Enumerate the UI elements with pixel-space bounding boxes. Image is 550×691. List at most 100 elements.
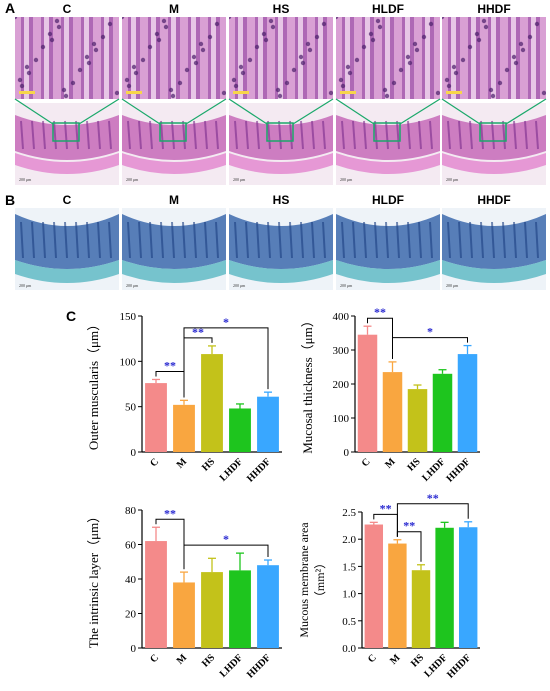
significance-bracket [155, 518, 185, 570]
ab-stain-image: 200 μm [15, 208, 119, 290]
category-label: M [175, 652, 190, 667]
bar-hhdf [458, 527, 478, 648]
y-tick-label: 50 [125, 402, 137, 414]
bar-hs [411, 570, 431, 648]
bar-lhdf [435, 527, 454, 648]
y-tick-label: 1.0 [342, 589, 356, 601]
he-zoom-image [15, 17, 119, 99]
category-label: C [148, 652, 161, 665]
category-label: LHDF [218, 456, 245, 483]
he-zoom-image [122, 17, 226, 99]
panel-label-b: B [5, 192, 16, 208]
panel-b-column-label: M [169, 193, 179, 207]
panel-a-column-label: HHDF [477, 2, 511, 16]
panel-a-column-label: M [169, 2, 179, 16]
category-label: HHDF [445, 652, 473, 680]
category-label: HS [405, 456, 423, 474]
panel-b-column-label: HS [272, 193, 290, 207]
y-tick-label: 60 [125, 540, 137, 552]
y-tick-label: 1.5 [342, 561, 356, 573]
category-label: LHDF [420, 456, 447, 483]
bar-m [382, 372, 403, 452]
bar-c [145, 541, 167, 648]
svg-text:200 μm: 200 μm [126, 177, 139, 182]
he-overview-image: 200 μm [229, 103, 333, 185]
y-tick-label: 2.5 [342, 507, 356, 519]
svg-text:200 μm: 200 μm [126, 283, 139, 288]
he-overview-image: 200 μm [15, 103, 119, 185]
bar-hhdf [257, 396, 279, 452]
bar-lhdf [432, 373, 453, 452]
category-label: LHDF [422, 652, 449, 679]
he-overview-image: 200 μm [336, 103, 440, 185]
bar-c [357, 334, 378, 452]
y-tick-label: 150 [120, 311, 137, 323]
significance-bracket [392, 337, 468, 359]
bar-c [364, 524, 384, 648]
y-axis-label: Outer muscularis（μm） [86, 318, 101, 450]
bar-lhdf [229, 570, 251, 648]
y-tick-label: 0 [344, 447, 350, 459]
svg-text:200 μm: 200 μm [340, 177, 353, 182]
bar-hs [201, 572, 223, 648]
he-zoom-image [336, 17, 440, 99]
category-label: C [366, 652, 379, 665]
y-axis-label-line2: （mm²） [313, 557, 327, 603]
significance-bracket [155, 370, 185, 398]
significance-label: ** [403, 519, 415, 533]
panel-label-c: C [66, 308, 77, 324]
significance-label: ** [380, 501, 392, 515]
category-label: HHDF [245, 652, 273, 680]
y-tick-label: 0 [131, 643, 137, 655]
category-label: HS [200, 456, 218, 474]
y-tick-label: 80 [125, 505, 137, 517]
y-axis-label-line1: Mucous membrane area [297, 522, 311, 638]
significance-label: ** [164, 506, 176, 520]
category-label: C [148, 456, 161, 469]
y-tick-label: 200 [333, 379, 350, 391]
category-label: M [175, 456, 190, 471]
bar-hhdf [257, 565, 279, 648]
bar-m [173, 404, 195, 452]
svg-text:200 μm: 200 μm [19, 283, 32, 288]
ab-stain-image: 200 μm [122, 208, 226, 290]
y-tick-label: 0 [131, 447, 137, 459]
significance-bracket [183, 337, 213, 398]
significance-bracket [396, 503, 469, 537]
bar-hhdf [457, 354, 478, 452]
y-tick-label: 100 [120, 356, 137, 368]
significance-label: * [427, 325, 433, 339]
significance-label: ** [374, 305, 386, 319]
significance-label: * [223, 532, 229, 546]
y-tick-label: 0.5 [342, 616, 356, 628]
significance-label: ** [192, 325, 204, 339]
ab-stain-image: 200 μm [336, 208, 440, 290]
svg-text:200 μm: 200 μm [340, 283, 353, 288]
he-overview-image: 200 μm [442, 103, 546, 185]
category-label: HS [409, 652, 427, 670]
panel-a-column-label: HS [272, 2, 290, 16]
panel-b-column-label: HLDF [372, 193, 404, 207]
y-tick-label: 400 [333, 311, 350, 323]
y-tick-label: 100 [333, 413, 350, 425]
bar-m [388, 543, 407, 648]
he-zoom-image [442, 17, 546, 99]
significance-label: ** [164, 358, 176, 372]
svg-text:200 μm: 200 μm [233, 177, 246, 182]
significance-bracket [183, 544, 269, 570]
category-label: HHDF [245, 456, 273, 484]
significance-bracket [367, 317, 393, 359]
panel-b-column-label: HHDF [477, 193, 511, 207]
bar-hs [201, 354, 223, 452]
svg-text:200 μm: 200 μm [233, 283, 246, 288]
panel-a-column-label: HLDF [372, 2, 404, 16]
panel-label-a: A [5, 0, 16, 16]
svg-text:200 μm: 200 μm [446, 283, 459, 288]
y-tick-label: 0.0 [342, 643, 356, 655]
bar-c [145, 383, 167, 452]
y-axis-label: The intrinsic layer（μm） [86, 510, 101, 648]
category-label: LHDF [218, 652, 245, 679]
significance-bracket [373, 513, 398, 537]
category-label: HS [200, 652, 218, 670]
ab-stain-image: 200 μm [229, 208, 333, 290]
